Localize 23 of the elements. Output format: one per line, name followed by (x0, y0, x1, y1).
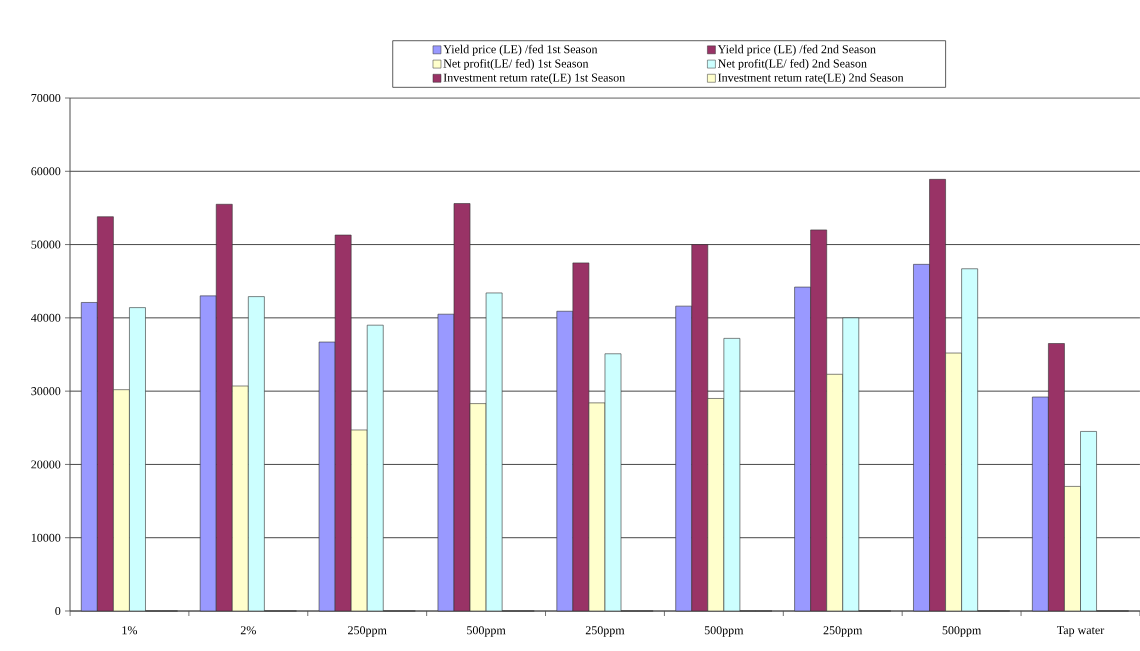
y-tick-label: 40000 (31, 313, 61, 322)
legend-label: Net profit(LE/ fed) 2nd Season (718, 58, 867, 70)
x-tick-label: 2% (240, 626, 256, 635)
legend-label: Net profit(LE/ fed) 1st Season (443, 58, 589, 70)
legend-label: Yield price (LE) /fed 2nd Season (717, 44, 876, 56)
y-tick-label: 50000 (31, 240, 61, 249)
x-tick-label: 500ppm (467, 626, 506, 637)
y-tick-label: 60000 (31, 167, 61, 176)
y-tick-label: 20000 (31, 460, 61, 469)
y-tick-label: 70000 (31, 93, 61, 103)
y-tick-label: 0 (55, 606, 61, 616)
x-tick-label: 250ppm (823, 626, 863, 637)
y-tick-label: 30000 (31, 387, 61, 396)
legend-label: Investment retum rate(LE) 1st Season (443, 73, 625, 85)
x-tick-label: 250ppm (348, 626, 387, 637)
x-tick-label: 500ppm (942, 626, 982, 637)
x-tick-label: 1% (122, 626, 138, 635)
legend-label: Yield price (LE) /fed 1st Season (443, 44, 598, 56)
y-tick-label: 10000 (31, 533, 61, 542)
legend-label: Investment retum rate(LE) 2nd Season (718, 73, 904, 85)
x-tick-label: 500ppm (704, 626, 744, 637)
x-tick-label: Tap water (1056, 626, 1105, 637)
x-tick-label: 250ppm (585, 626, 625, 637)
